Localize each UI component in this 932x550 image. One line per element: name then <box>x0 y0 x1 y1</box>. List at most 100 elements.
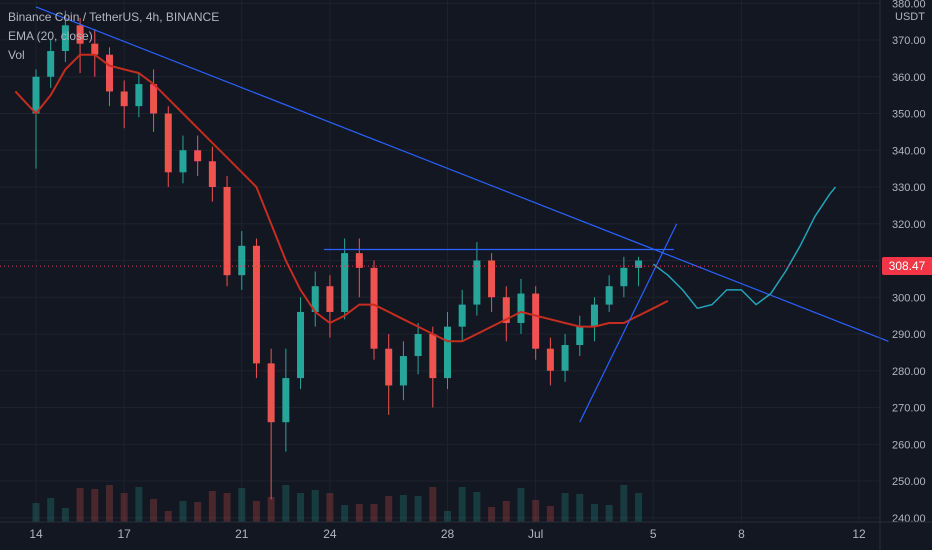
candle <box>444 311 451 390</box>
candle <box>267 348 275 500</box>
candle-body <box>282 378 290 423</box>
candle-body <box>150 84 158 114</box>
grid <box>0 0 880 522</box>
volume-bar <box>399 495 407 522</box>
volume-bar <box>47 498 55 522</box>
volume-bar <box>576 494 584 522</box>
volume-bar <box>355 504 363 522</box>
volume-bar <box>32 503 40 522</box>
candle-body <box>620 267 628 287</box>
volume-bar <box>208 491 216 522</box>
volume-bar <box>385 496 393 522</box>
candle <box>620 256 628 298</box>
candle-body <box>532 293 540 349</box>
candle <box>32 69 40 169</box>
candle <box>61 10 69 63</box>
volume-bar <box>635 493 643 522</box>
volume-bar <box>473 492 481 522</box>
candle-body <box>311 286 319 312</box>
candle <box>282 348 290 452</box>
volume-bar <box>164 511 172 522</box>
ema-line <box>14 53 669 343</box>
candle-body <box>223 187 231 276</box>
descending-trendline <box>35 6 889 342</box>
drawings[interactable] <box>0 6 889 423</box>
volume-bar <box>297 493 305 522</box>
candle-body <box>267 363 275 423</box>
currency-label[interactable]: USDT <box>892 9 928 25</box>
y-tick-label: 270.00 <box>892 403 926 415</box>
volume-bar <box>341 505 349 522</box>
candle <box>590 297 598 342</box>
candle-body <box>297 311 305 379</box>
candle <box>326 275 334 338</box>
candle <box>47 40 55 88</box>
candle-body <box>488 260 496 298</box>
volume-bar <box>91 489 99 522</box>
candle-body <box>355 253 363 268</box>
volume-bar <box>61 508 69 522</box>
chart-legend: Binance Coin / TetherUS, 4h, BINANCE EMA… <box>8 8 219 65</box>
candle <box>502 286 510 342</box>
candle <box>135 73 143 118</box>
candle <box>414 322 422 375</box>
candle-body <box>47 51 55 77</box>
candle-body <box>370 267 378 349</box>
y-tick-label: 250.00 <box>892 476 926 488</box>
x-tick-label: Jul <box>528 527 543 541</box>
candle-body <box>444 326 451 379</box>
x-tick-label: 17 <box>117 527 131 541</box>
candle-body <box>502 297 510 323</box>
x-tick-label: 21 <box>235 527 249 541</box>
candle <box>297 297 305 390</box>
candle-body <box>32 76 40 114</box>
candle-body <box>91 43 99 55</box>
volume-bar <box>517 488 525 522</box>
candle <box>385 334 393 415</box>
candle <box>635 256 643 287</box>
y-tick-label: 300.00 <box>892 292 926 304</box>
volume-bar <box>282 485 290 522</box>
y-tick-label: 290.00 <box>892 329 926 341</box>
volume-bar <box>311 490 319 522</box>
y-tick-label: 340.00 <box>892 145 926 157</box>
volume-bar <box>120 493 128 522</box>
volume-bar <box>502 501 510 522</box>
legend-ema[interactable]: EMA (20, close) <box>8 29 93 43</box>
candle-body <box>385 348 393 386</box>
candle <box>120 80 128 129</box>
volume-bar <box>620 485 628 522</box>
candle-body <box>120 91 128 107</box>
candle <box>458 289 466 342</box>
volume-bar <box>414 496 422 522</box>
x-tick-label: 12 <box>852 527 866 541</box>
candle-body <box>61 25 69 52</box>
legend-symbol[interactable]: Binance Coin / TetherUS, 4h, BINANCE <box>8 10 220 24</box>
candle-body <box>576 326 584 346</box>
y-tick-label: 380.00 <box>892 0 926 10</box>
candle <box>370 260 378 360</box>
candle-body <box>517 293 525 323</box>
candle-body <box>164 113 172 173</box>
candle-body <box>546 348 554 371</box>
candle <box>164 106 172 187</box>
legend-volume[interactable]: Vol <box>8 48 25 62</box>
candle-body <box>238 245 246 276</box>
candle-body <box>429 334 437 379</box>
y-tick-label: 360.00 <box>892 72 926 84</box>
candle <box>208 146 216 202</box>
candle-body <box>252 245 260 364</box>
candle <box>488 253 496 312</box>
candle <box>605 275 613 312</box>
ascending-trendline <box>579 223 678 423</box>
volume-bar <box>150 499 158 522</box>
volume-bar <box>223 493 231 522</box>
y-tick-label: 260.00 <box>892 439 926 451</box>
volume-bar <box>252 501 260 522</box>
projection-path <box>652 186 837 310</box>
volume-bar <box>488 507 496 522</box>
volume-bar <box>326 493 334 522</box>
volume-bar <box>194 502 202 522</box>
